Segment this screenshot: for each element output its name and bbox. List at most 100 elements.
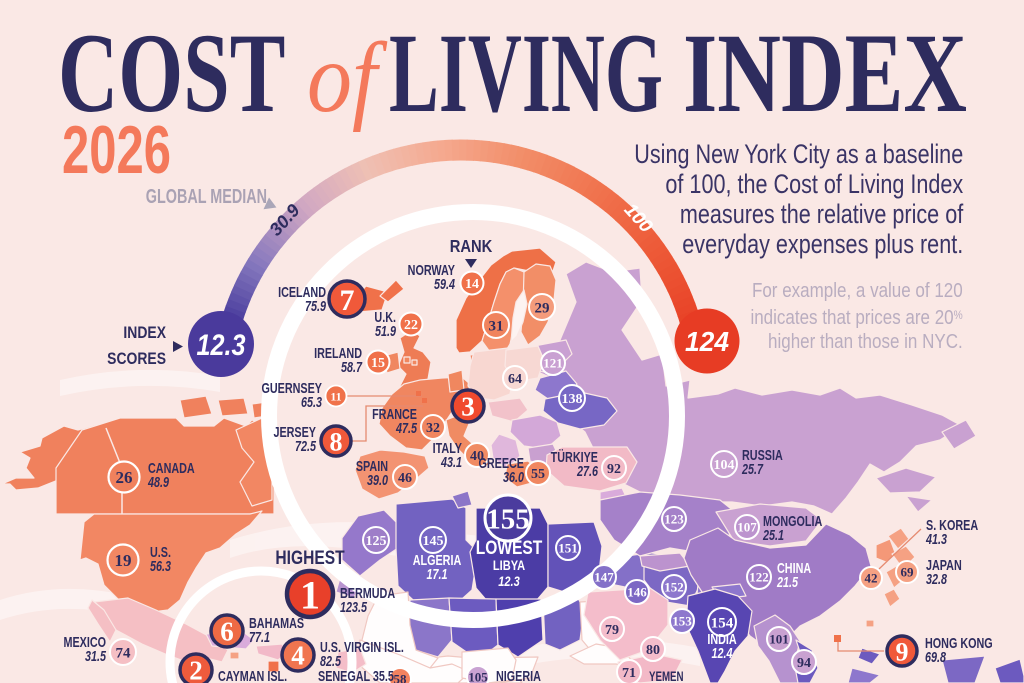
svg-text:U.S. VIRGIN ISL.: U.S. VIRGIN ISL.: [320, 638, 404, 655]
svg-text:LOWEST: LOWEST: [476, 537, 543, 559]
svg-text:58.7: 58.7: [341, 358, 363, 375]
svg-text:80: 80: [646, 643, 660, 658]
svg-text:74: 74: [116, 645, 132, 661]
svg-text:72.5: 72.5: [295, 437, 317, 454]
svg-text:1: 1: [300, 572, 320, 617]
svg-text:43.1: 43.1: [440, 453, 462, 470]
svg-text:19: 19: [115, 551, 132, 570]
svg-text:138: 138: [562, 392, 583, 407]
svg-text:SENEGAL 35.5: SENEGAL 35.5: [318, 667, 394, 683]
svg-text:48.9: 48.9: [147, 473, 169, 490]
svg-text:14: 14: [465, 277, 479, 292]
svg-text:153: 153: [672, 614, 692, 629]
svg-text:69: 69: [901, 565, 915, 580]
svg-text:123.5: 123.5: [340, 598, 368, 615]
svg-text:107: 107: [737, 520, 757, 535]
svg-text:MEXICO: MEXICO: [63, 633, 106, 650]
svg-text:15: 15: [371, 356, 385, 371]
svg-text:LIBYA: LIBYA: [493, 558, 525, 573]
svg-text:151: 151: [558, 541, 578, 556]
svg-text:ALGERIA: ALGERIA: [413, 551, 462, 568]
svg-text:71: 71: [622, 666, 636, 681]
svg-text:12.4: 12.4: [712, 644, 734, 661]
svg-text:SPAIN: SPAIN: [356, 457, 388, 474]
svg-text:6: 6: [220, 617, 234, 647]
svg-text:25.1: 25.1: [762, 526, 784, 543]
svg-text:TÜRKIYE: TÜRKIYE: [551, 448, 599, 465]
svg-text:51.9: 51.9: [375, 322, 397, 339]
svg-text:S. KOREA: S. KOREA: [926, 516, 979, 533]
svg-text:ITALY: ITALY: [433, 439, 463, 456]
svg-text:BERMUDA: BERMUDA: [340, 584, 396, 601]
svg-text:77.1: 77.1: [249, 628, 270, 645]
svg-text:122: 122: [749, 570, 769, 585]
svg-text:92: 92: [607, 462, 621, 477]
svg-text:32: 32: [426, 421, 440, 436]
svg-text:40: 40: [470, 449, 484, 464]
svg-text:JAPAN: JAPAN: [926, 556, 962, 573]
svg-text:YEMEN: YEMEN: [649, 670, 684, 683]
svg-text:147: 147: [594, 570, 614, 585]
svg-text:25.7: 25.7: [741, 460, 763, 477]
svg-text:27.6: 27.6: [576, 462, 598, 479]
svg-text:2: 2: [189, 656, 203, 683]
svg-text:GREECE: GREECE: [478, 454, 524, 471]
svg-text:7: 7: [340, 284, 355, 317]
svg-text:59.4: 59.4: [434, 275, 456, 292]
svg-text:56.3: 56.3: [150, 557, 172, 574]
svg-text:CANADA: CANADA: [148, 459, 195, 476]
svg-text:39.0: 39.0: [367, 471, 389, 488]
svg-text:82.5: 82.5: [320, 652, 342, 669]
svg-text:22: 22: [404, 318, 418, 333]
svg-text:11: 11: [330, 389, 341, 403]
svg-text:47.5: 47.5: [395, 419, 417, 436]
svg-text:IRELAND: IRELAND: [314, 344, 362, 361]
svg-text:46: 46: [398, 471, 412, 486]
svg-text:94: 94: [797, 656, 811, 671]
svg-text:155: 155: [486, 503, 530, 535]
svg-text:104: 104: [714, 458, 735, 473]
svg-text:55: 55: [531, 467, 545, 482]
svg-text:U.S.: U.S.: [150, 543, 171, 560]
svg-text:154: 154: [711, 615, 734, 631]
svg-text:8: 8: [330, 427, 343, 456]
svg-text:32.8: 32.8: [926, 570, 948, 587]
svg-text:31.5: 31.5: [85, 647, 107, 664]
svg-text:75.9: 75.9: [305, 297, 327, 314]
svg-text:INDIA: INDIA: [707, 630, 737, 647]
svg-text:INDEX: INDEX: [123, 324, 166, 343]
svg-text:29: 29: [535, 300, 550, 316]
svg-text:GLOBAL MEDIAN: GLOBAL MEDIAN: [146, 185, 267, 208]
svg-text:RANK: RANK: [450, 237, 493, 257]
svg-text:CHINA: CHINA: [777, 559, 812, 576]
svg-text:HONG KONG: HONG KONG: [925, 634, 993, 651]
svg-text:36.0: 36.0: [503, 468, 525, 485]
svg-text:124: 124: [685, 326, 729, 357]
svg-text:17.1: 17.1: [427, 565, 448, 582]
svg-text:146: 146: [627, 585, 647, 600]
svg-text:MONGOLIA: MONGOLIA: [763, 512, 823, 529]
svg-text:JERSEY: JERSEY: [273, 423, 316, 440]
svg-text:NIGERIA: NIGERIA: [496, 667, 541, 683]
svg-text:58: 58: [394, 672, 408, 683]
svg-text:121: 121: [543, 356, 563, 371]
svg-text:12.3: 12.3: [197, 329, 246, 362]
svg-text:CAYMAN ISL.: CAYMAN ISL.: [218, 667, 287, 683]
svg-text:3: 3: [461, 392, 475, 422]
svg-text:RUSSIA: RUSSIA: [742, 446, 783, 463]
svg-text:125: 125: [366, 534, 387, 549]
svg-text:HIGHEST: HIGHEST: [275, 547, 345, 569]
svg-text:21.5: 21.5: [776, 573, 798, 590]
svg-text:31: 31: [489, 318, 504, 334]
svg-text:U.K.: U.K.: [374, 308, 396, 325]
svg-text:FRANCE: FRANCE: [372, 405, 417, 422]
svg-text:4: 4: [291, 641, 305, 671]
svg-text:GUERNSEY: GUERNSEY: [261, 379, 322, 396]
svg-text:12.3: 12.3: [498, 574, 520, 589]
svg-text:NORWAY: NORWAY: [408, 261, 456, 278]
svg-text:65.3: 65.3: [301, 393, 323, 410]
svg-text:152: 152: [664, 580, 684, 595]
svg-text:105: 105: [468, 670, 488, 683]
svg-text:79: 79: [605, 623, 619, 638]
svg-text:123: 123: [664, 512, 684, 527]
